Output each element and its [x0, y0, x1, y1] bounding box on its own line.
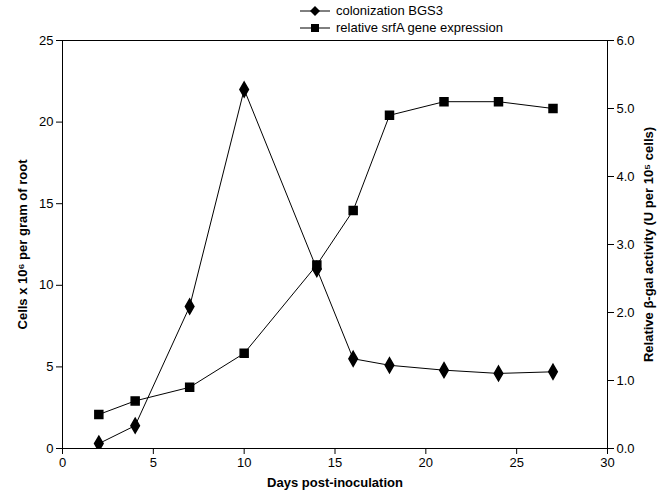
svg-text:30: 30 [600, 455, 614, 470]
svg-text:25: 25 [509, 455, 523, 470]
svg-text:10: 10 [237, 455, 251, 470]
svg-text:15: 15 [39, 196, 53, 211]
svg-text:0.0: 0.0 [617, 441, 635, 456]
svg-text:Days post-inoculation: Days post-inoculation [267, 475, 403, 490]
svg-text:15: 15 [328, 455, 342, 470]
svg-text:Relative β-gal activity (U per: Relative β-gal activity (U per 10⁵ cells… [641, 127, 656, 362]
svg-text:4.0: 4.0 [617, 169, 635, 184]
svg-text:5.0: 5.0 [617, 101, 635, 116]
svg-text:10: 10 [39, 277, 53, 292]
svg-text:5: 5 [46, 359, 53, 374]
svg-text:20: 20 [419, 455, 433, 470]
svg-text:Cells x 10⁶ per gram of root: Cells x 10⁶ per gram of root [15, 159, 30, 330]
svg-text:2.0: 2.0 [617, 305, 635, 320]
html-text:colonization BGS3: colonization BGS3 [336, 3, 443, 18]
svg-text:0: 0 [59, 455, 66, 470]
svg-text:1.0: 1.0 [617, 373, 635, 388]
svg-text:0: 0 [46, 441, 53, 456]
svg-text:3.0: 3.0 [617, 237, 635, 252]
svg-text:5: 5 [150, 455, 157, 470]
svg-text:6.0: 6.0 [617, 33, 635, 48]
svg-text:25: 25 [39, 33, 53, 48]
svg-text:20: 20 [39, 114, 53, 129]
html-text:relative srfA gene expression: relative srfA gene expression [336, 20, 503, 35]
